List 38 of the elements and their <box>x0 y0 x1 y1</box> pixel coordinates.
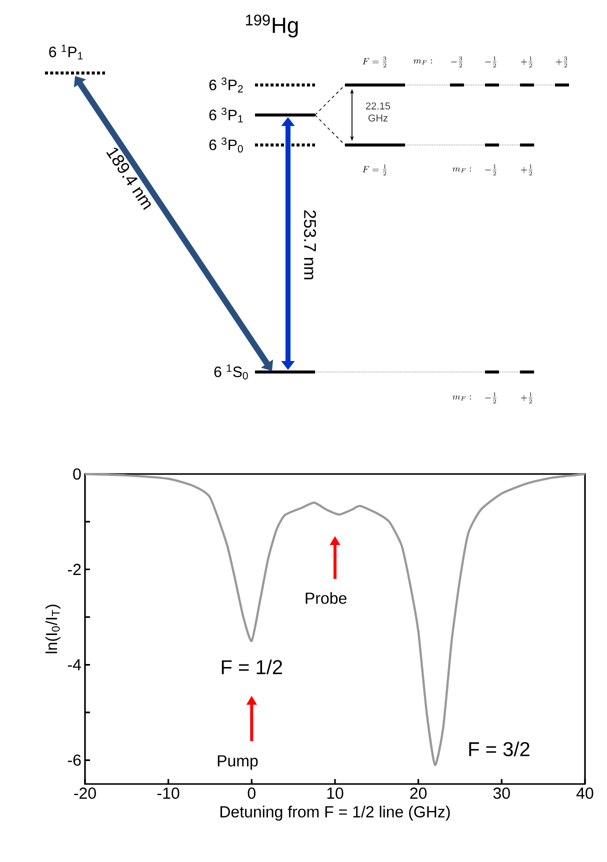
text: $F = \frac{3}{2}$ <box>362 56 387 68</box>
text: $F = \frac{1}{2}$ <box>362 164 387 176</box>
text: 253.7 nm <box>304 210 316 280</box>
text: 6 $^{1}$P$_{1}$ <box>49 44 83 60</box>
text: $m_{F}:$ <box>414 59 432 64</box>
text: $-\frac{1}{2}$ <box>485 164 496 176</box>
text: $-\frac{1}{2}$ <box>485 56 496 68</box>
annotation: Pump <box>218 755 258 770</box>
x-tick-label: 30 <box>493 788 510 799</box>
y-tick-label: -2 <box>68 564 81 575</box>
text: 6 $^{3}$P$_{2}$ <box>209 78 243 92</box>
x-tick-label: -20 <box>74 788 96 799</box>
text: $m_{F}:$ <box>452 395 471 400</box>
text: $-\frac{3}{2}$ <box>451 56 462 68</box>
text: $+\frac{1}{2}$ <box>520 56 532 68</box>
x-tick-label: 0 <box>248 788 256 799</box>
annotation: Probe <box>306 592 346 604</box>
x-tick-label: 10 <box>327 788 344 799</box>
text: 22.15 GHz <box>366 102 390 122</box>
y-axis-title: ln(I$_{0}$/I$_{T}$) <box>45 604 60 654</box>
text: $-\frac{1}{2}$ <box>485 392 496 404</box>
x-tick-label: -10 <box>157 788 180 799</box>
x-tick-label: 40 <box>576 788 594 799</box>
text: $m_{F}:$ <box>452 167 471 172</box>
x-tick-label: 20 <box>410 788 427 799</box>
y-tick-label: -6 <box>68 754 81 766</box>
text: 6 $^{1}$S$_{0}$ <box>214 364 248 380</box>
annotation: F = 1/2 <box>222 660 282 674</box>
text: $+\frac{1}{2}$ <box>520 164 532 176</box>
text: 6 $^{3}$P$_{1}$ <box>209 108 243 122</box>
x-axis-title: Detuning from F = 1/2 line (GHz) <box>220 806 450 821</box>
text: $^{199}$Hg <box>246 14 298 38</box>
text: 6 $^{3}$P$_{0}$ <box>209 137 243 153</box>
text: $+\frac{1}{2}$ <box>520 392 532 404</box>
y-tick-label: 0 <box>73 468 81 480</box>
annotation: F = 3/2 <box>469 742 530 756</box>
text: $+\frac{3}{2}$ <box>556 56 568 68</box>
y-tick-label: -4 <box>68 659 81 670</box>
